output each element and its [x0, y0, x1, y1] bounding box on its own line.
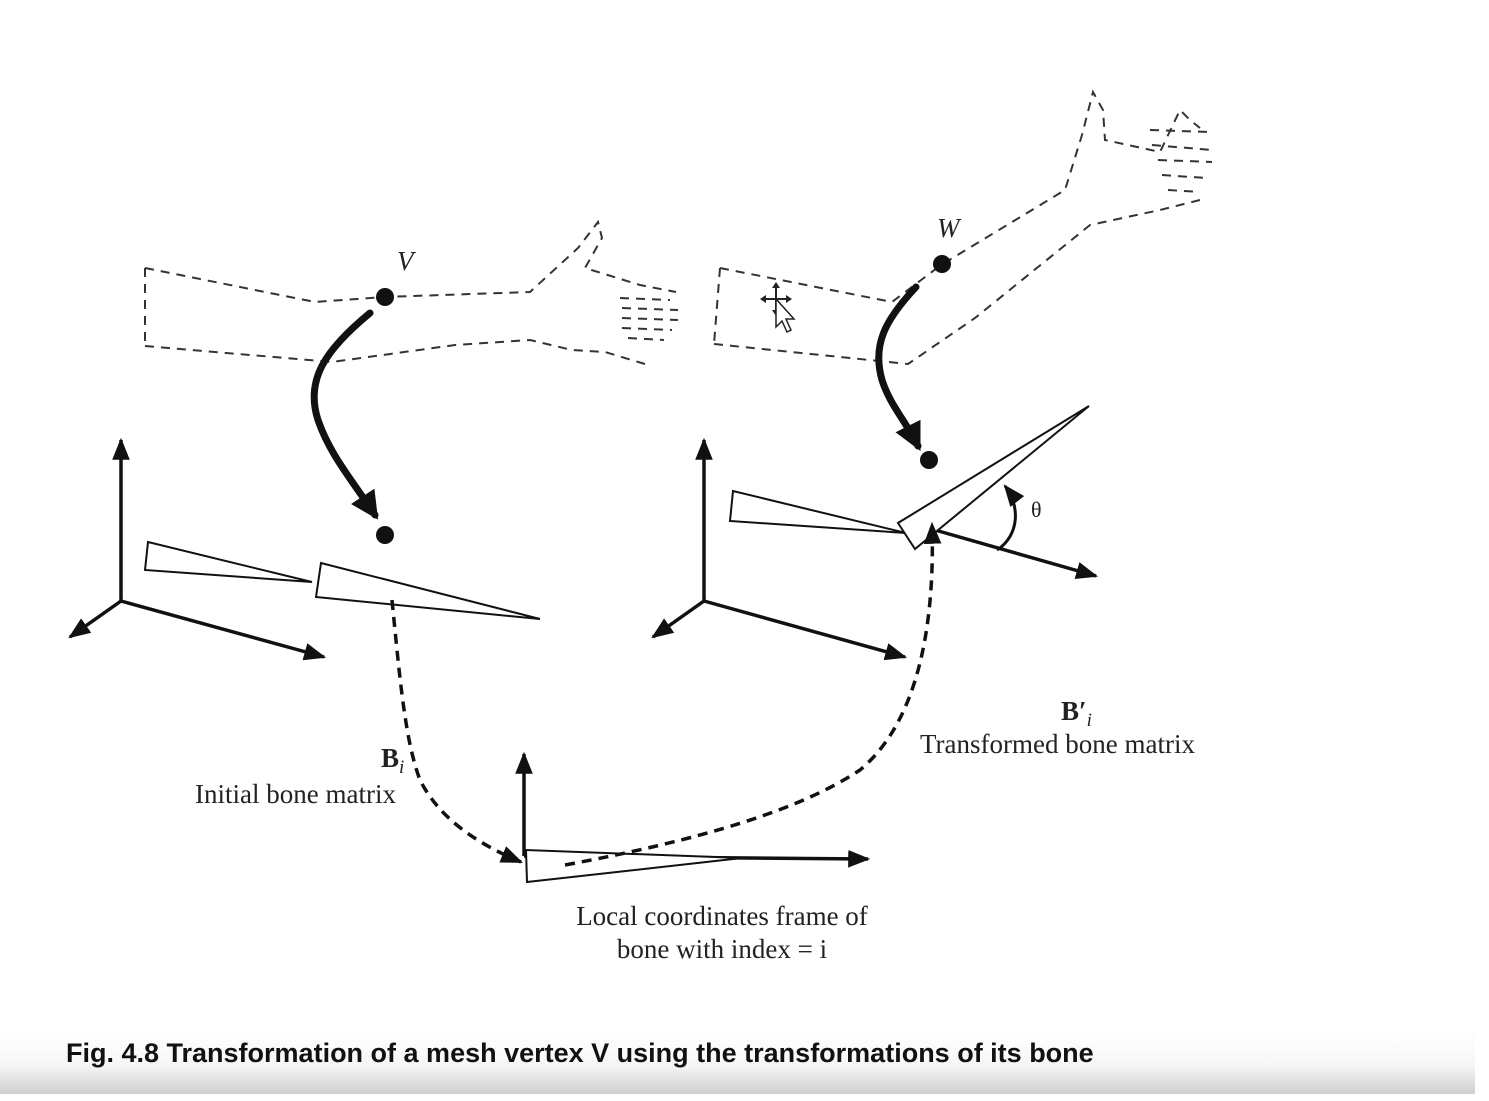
vertex-w-label: W	[937, 213, 962, 243]
vertex-w-dot	[933, 255, 951, 273]
transformed-world-axes	[651, 437, 1099, 661]
vertex-v-label: V	[397, 246, 417, 276]
initial-bone-i	[314, 561, 541, 620]
bi-transform-path	[390, 599, 524, 864]
theta-angle-arc	[996, 484, 1025, 552]
theta-label: θ	[1031, 497, 1042, 522]
local-bone-i	[524, 848, 743, 884]
bpi-transform-path	[564, 521, 942, 867]
initial-world-axes	[68, 437, 327, 661]
vertex-v-dot	[376, 288, 394, 306]
initial-bones	[143, 540, 541, 620]
move-cursor-icon	[760, 282, 796, 334]
caption-bar	[0, 1030, 1475, 1094]
local-bone-axes	[515, 751, 871, 868]
transformed-parent-bone	[728, 489, 907, 534]
bpi-symbol: B′i	[1061, 696, 1092, 731]
local-frame-label-line1: Local coordinates frame of	[576, 901, 868, 931]
initial-parent-bone	[143, 540, 313, 583]
local-frame-label-line2: bone with index = i	[617, 934, 827, 964]
bi-symbol: Bi	[381, 743, 404, 778]
initial-mapping-arrow	[310, 309, 379, 520]
vertex-w-local-dot	[920, 451, 938, 469]
transformed-mapping-arrow	[875, 283, 922, 452]
vertex-v-local-dot	[376, 526, 394, 544]
initial-arm-outline	[144, 219, 679, 365]
bpi-description: Transformed bone matrix	[920, 729, 1195, 759]
figure-caption: Fig. 4.8 Transformation of a mesh vertex…	[66, 1038, 1094, 1068]
transformed-bones	[728, 405, 1090, 551]
transformed-bone-i	[896, 405, 1090, 551]
bi-description: Initial bone matrix	[195, 779, 396, 809]
